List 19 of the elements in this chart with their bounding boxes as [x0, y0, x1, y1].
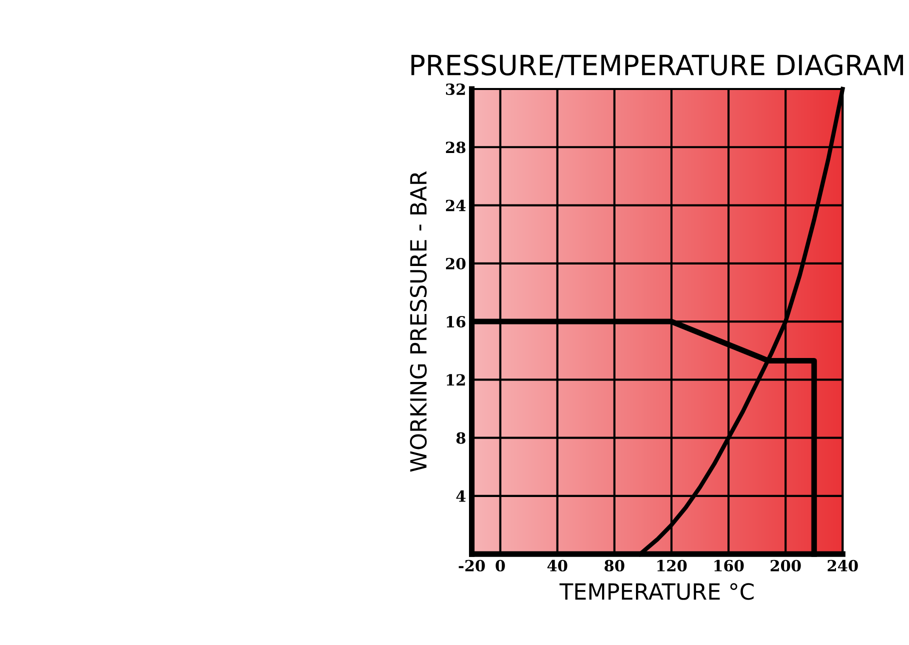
x-tick-label: 240: [828, 560, 858, 572]
x-tick-label: 200: [770, 560, 801, 572]
x-tick-label: 80: [604, 560, 624, 572]
y-tick-label: 24: [446, 200, 466, 212]
x-tick-label: 0: [496, 560, 505, 572]
x-tick-label: -20: [458, 560, 485, 572]
y-tick-label: 4: [456, 490, 466, 502]
y-tick-label: 28: [446, 142, 466, 154]
y-axis-title: WORKING PRESSURE - BAR: [410, 171, 427, 472]
y-tick-label: 32: [446, 83, 465, 96]
chart-title: PRESSURE/TEMPERATURE DIAGRAM: [411, 54, 903, 78]
y-tick-label: 16: [446, 316, 466, 328]
y-tick-label: 12: [446, 374, 465, 386]
y-tick-label: 20: [446, 258, 466, 270]
x-tick-label: 40: [547, 560, 568, 572]
x-tick-label: 120: [657, 560, 687, 572]
x-tick-label: 160: [714, 560, 744, 572]
y-tick-label: 8: [456, 432, 466, 444]
x-axis-title: TEMPERATURE °C: [560, 583, 754, 600]
